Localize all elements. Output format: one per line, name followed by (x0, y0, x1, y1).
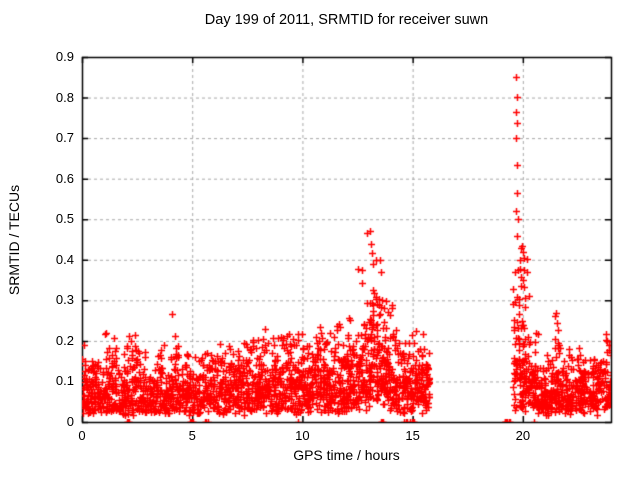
y-tick-label: 0.5 (55, 211, 74, 227)
x-tick-label: 20 (515, 428, 531, 443)
y-tick-label: 0.9 (55, 49, 74, 64)
y-tick-label: 0.3 (55, 292, 74, 308)
y-axis-label: SRMTID / TECUs (6, 184, 22, 296)
x-tick-label: 10 (295, 428, 310, 443)
chart-title: Day 199 of 2011, SRMTID for receiver suw… (204, 12, 489, 28)
y-tick-label: 0.8 (55, 89, 74, 105)
y-tick-label: 0.1 (55, 373, 74, 389)
x-tick-label: 15 (405, 428, 420, 443)
x-axis-label: GPS time / hours (293, 447, 400, 463)
y-tick-label: 0.2 (55, 332, 74, 348)
y-tick-label: 0.4 (55, 251, 74, 267)
y-tick-label: 0 (66, 414, 74, 429)
x-tick-label: 0 (78, 428, 86, 443)
x-tick-label: 5 (188, 428, 196, 443)
y-tick-label: 0.6 (55, 170, 74, 186)
y-tick-label: 0.7 (55, 130, 74, 146)
